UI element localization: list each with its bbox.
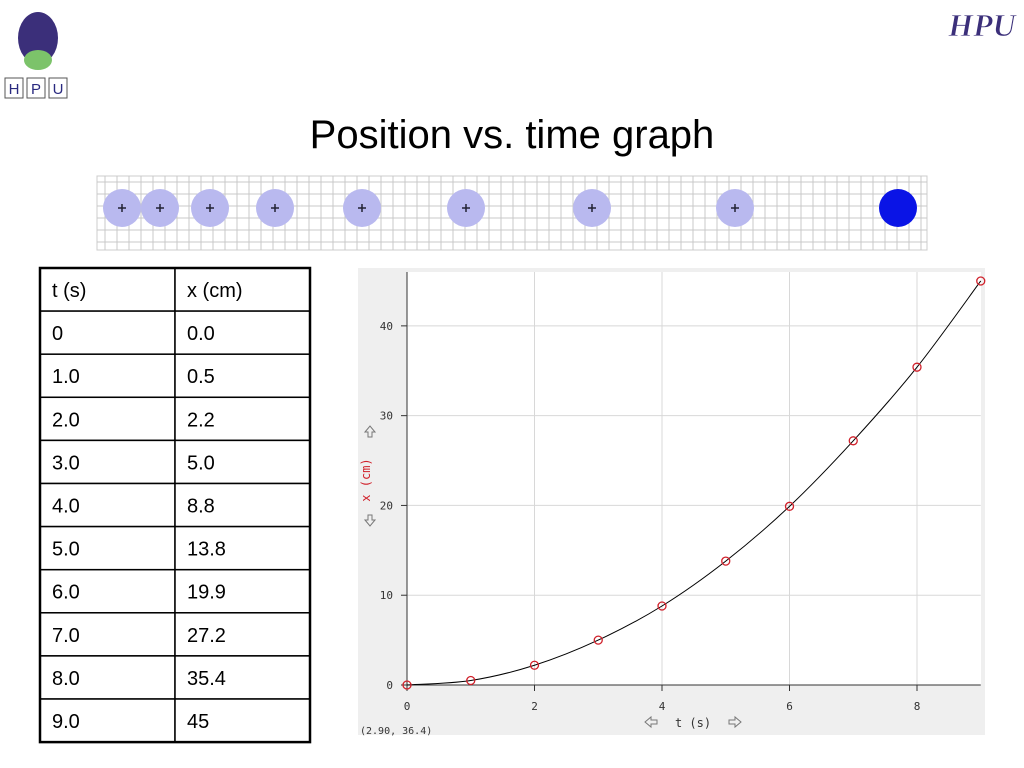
table-cell <box>174 482 311 528</box>
y-tick-label: 20 <box>380 499 393 512</box>
ball-center <box>731 204 739 212</box>
cell-text: 0.0 <box>187 323 215 345</box>
cell-text: 2.2 <box>187 409 215 431</box>
ball-center <box>118 204 126 212</box>
table-cell <box>39 482 176 528</box>
cell-text: 27.2 <box>187 625 226 647</box>
x-tick-label: 0 <box>404 700 411 713</box>
ball-center <box>358 204 366 212</box>
coordinate-readout: (2.90, 36.4) <box>360 726 432 737</box>
cell-text: 19.9 <box>187 582 226 604</box>
x-tick-label: 4 <box>659 700 666 713</box>
data-point <box>721 556 731 566</box>
table-cell <box>174 525 311 571</box>
data-point <box>976 276 986 286</box>
logo-letter: P <box>31 81 41 98</box>
table-cell <box>174 698 311 743</box>
table-border <box>38 266 312 744</box>
cell-text: 8.8 <box>187 496 215 518</box>
cell-text: 13.8 <box>187 539 226 561</box>
x-tick-label: 8 <box>914 700 921 713</box>
ball-center <box>156 204 164 212</box>
table-cell <box>174 439 311 485</box>
cell-text: 4.0 <box>52 496 80 518</box>
cell-text: 2.0 <box>52 409 80 431</box>
ball <box>879 189 917 227</box>
data-point <box>466 675 476 686</box>
fit-curve <box>406 280 982 686</box>
table-cell <box>39 655 176 700</box>
y-tick-label: 40 <box>380 320 393 333</box>
motion-strip <box>96 175 928 251</box>
cell-text: 7.0 <box>52 625 80 647</box>
cell-text: 5.0 <box>187 452 215 474</box>
data-point <box>593 635 603 645</box>
ball-center <box>462 204 470 212</box>
ball-center <box>206 204 214 212</box>
table-cell <box>39 698 176 743</box>
cell-text: 45 <box>187 711 209 733</box>
y-axis-label: x (cm) <box>359 458 373 501</box>
table-cell <box>174 612 311 657</box>
table-cell <box>174 310 311 355</box>
cell-text: 0 <box>52 323 63 345</box>
right-logo: HPU <box>947 7 1017 43</box>
ball-center <box>271 204 279 212</box>
logo-letter: U <box>53 81 64 98</box>
cell-text: 1.0 <box>52 366 80 388</box>
table-cell <box>174 267 311 312</box>
cell-text: 35.4 <box>187 668 226 690</box>
cell-text: 0.5 <box>187 366 215 388</box>
y-tick-label: 10 <box>380 589 393 602</box>
data-point <box>784 501 795 511</box>
cell-text: 3.0 <box>52 452 80 474</box>
left-logo: H P U <box>4 12 68 99</box>
y-tick-label: 0 <box>386 679 393 692</box>
data-point <box>657 601 667 611</box>
logo-letter: H <box>9 81 20 98</box>
chart: 0 2 4 6 8 0 10 20 30 40 t (s) x (cm) (2.90, 36.4) <box>358 268 986 737</box>
data-point <box>529 660 540 670</box>
data-point <box>402 680 412 690</box>
cell-text: 9.0 <box>52 711 80 733</box>
table-cell <box>39 612 176 657</box>
data-point <box>848 436 858 446</box>
data-point <box>912 362 922 372</box>
table-cell <box>174 568 311 614</box>
data-table: t (s) x (cm) 0 0.0 1.0 0.5 2.0 2.2 3.0 5.0 4.0 8.8 5… <box>38 266 312 744</box>
y-tick-label: 30 <box>380 410 393 423</box>
cell-text: t (s) <box>52 280 86 302</box>
scroll-arrows <box>363 425 742 729</box>
x-axis-label: t (s) <box>675 716 711 730</box>
cell-text: 8.0 <box>52 668 80 690</box>
cell-text: 6.0 <box>52 582 80 604</box>
x-tick-label: 6 <box>786 700 793 713</box>
ball-center <box>588 204 596 212</box>
x-tick-label: 2 <box>531 700 538 713</box>
slide-title: Position vs. time graph <box>310 113 715 157</box>
cell-text: x (cm) <box>187 280 243 302</box>
cell-text: 5.0 <box>52 539 80 561</box>
